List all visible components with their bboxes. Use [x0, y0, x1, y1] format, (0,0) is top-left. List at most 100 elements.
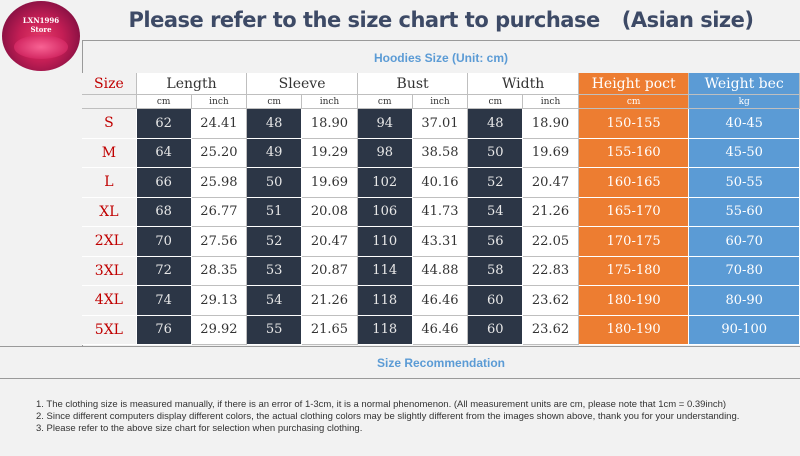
bust-inch-cell: 38.58: [412, 138, 469, 168]
height-cell: 150-155: [578, 109, 690, 139]
bust-inch-cell: 44.88: [412, 256, 469, 286]
header-weight: Weight bec: [689, 73, 800, 95]
sleeve-cm-cell: 52: [247, 227, 303, 257]
bust-inch-cell: 43.31: [412, 227, 469, 257]
height-cell: 160-165: [578, 168, 690, 198]
table-row: L 66 25.98 50 19.69 102 40.16 52 20.47 160-165 50-…: [82, 168, 800, 198]
weight-cell: 60-70: [689, 227, 800, 257]
height-cell: 180-190: [578, 315, 690, 345]
width-inch-cell: 22.05: [523, 227, 579, 257]
height-cell: 175-180: [578, 256, 690, 286]
logo-text: LXN1996 Store: [2, 16, 80, 34]
sleeve-inch-cell: 20.87: [302, 256, 358, 286]
bust-inch-cell: 41.73: [412, 197, 469, 227]
recommendation-title: Size Recommendation: [376, 356, 506, 370]
table-row: XL 68 26.77 51 20.08 106 41.73 54 21.26 165-170 55…: [82, 197, 800, 227]
sleeve-cm-cell: 55: [247, 315, 303, 345]
length-cm-cell: 64: [136, 138, 192, 168]
height-cell: 155-160: [578, 138, 690, 168]
width-cm-cell: 56: [468, 227, 524, 257]
sleeve-inch-cell: 21.65: [302, 315, 358, 345]
note-2: 2. Since different computers display dif…: [36, 411, 740, 422]
logo-graphic: [14, 35, 68, 59]
header-length: Length: [136, 73, 248, 95]
note-3: 3. Please refer to the above size chart …: [36, 423, 363, 434]
bust-inch-cell: 46.46: [412, 315, 469, 345]
table-row: M 64 25.20 49 19.29 98 38.58 50 19.69 155-160 45-5…: [82, 138, 800, 168]
width-inch-cell: 23.62: [523, 315, 579, 345]
divider-bottom: [0, 378, 800, 379]
bust-inch-cell: 46.46: [412, 286, 469, 316]
logo-line1: LXN1996: [22, 16, 60, 25]
unit-label: inch: [523, 95, 579, 109]
size-cell: 4XL: [82, 286, 137, 316]
header-row: Size Length Sleeve Bust Width Height poct Weig…: [82, 73, 800, 95]
unit-label: inch: [412, 95, 469, 109]
notes: 1. The clothing size is measured manuall…: [36, 399, 796, 435]
width-inch-cell: 18.90: [523, 109, 579, 139]
unit-label: kg: [689, 95, 800, 109]
weight-cell: 45-50: [689, 138, 800, 168]
title-main: Please refer to the size chart to purcha…: [128, 8, 601, 32]
width-cm-cell: 58: [468, 256, 524, 286]
divider-middle: [0, 346, 800, 347]
height-cell: 165-170: [578, 197, 690, 227]
weight-cell: 70-80: [689, 256, 800, 286]
header-sleeve: Sleeve: [247, 73, 358, 95]
length-cm-cell: 68: [136, 197, 192, 227]
unit-blank: [82, 95, 137, 109]
size-cell: M: [82, 138, 137, 168]
length-cm-cell: 74: [136, 286, 192, 316]
length-cm-cell: 62: [136, 109, 192, 139]
width-inch-cell: 19.69: [523, 138, 579, 168]
width-cm-cell: 48: [468, 109, 524, 139]
unit-label: cm: [468, 95, 524, 109]
unit-label: cm: [357, 95, 413, 109]
sleeve-cm-cell: 53: [247, 256, 303, 286]
note-1: 1. The clothing size is measured manuall…: [36, 399, 727, 410]
units-row: cm inch cm inch cm inch cm inch cm kg: [82, 95, 800, 109]
size-cell: XL: [82, 197, 137, 227]
sleeve-inch-cell: 20.47: [302, 227, 358, 257]
bust-cm-cell: 106: [357, 197, 413, 227]
width-cm-cell: 60: [468, 286, 524, 316]
sleeve-inch-cell: 19.69: [302, 168, 358, 198]
sleeve-cm-cell: 49: [247, 138, 303, 168]
header-height: Height poct: [578, 73, 690, 95]
width-cm-cell: 60: [468, 315, 524, 345]
width-cm-cell: 52: [468, 168, 524, 198]
bust-cm-cell: 94: [357, 109, 413, 139]
bust-cm-cell: 102: [357, 168, 413, 198]
sleeve-inch-cell: 21.26: [302, 286, 358, 316]
table-row: 2XL 70 27.56 52 20.47 110 43.31 56 22.05 170-175 6…: [82, 227, 800, 257]
length-inch-cell: 29.13: [191, 286, 248, 316]
title-suffix: (Asian size): [621, 8, 754, 32]
logo-line2: Store: [30, 25, 52, 34]
sleeve-cm-cell: 51: [247, 197, 303, 227]
bust-cm-cell: 114: [357, 256, 413, 286]
weight-cell: 50-55: [689, 168, 800, 198]
width-inch-cell: 23.62: [523, 286, 579, 316]
weight-cell: 90-100: [689, 315, 800, 345]
sleeve-inch-cell: 20.08: [302, 197, 358, 227]
sleeve-inch-cell: 19.29: [302, 138, 358, 168]
sleeve-cm-cell: 48: [247, 109, 303, 139]
size-cell: 3XL: [82, 256, 137, 286]
length-inch-cell: 25.98: [191, 168, 248, 198]
bust-inch-cell: 40.16: [412, 168, 469, 198]
unit-label: inch: [302, 95, 358, 109]
length-inch-cell: 27.56: [191, 227, 248, 257]
bust-cm-cell: 110: [357, 227, 413, 257]
table-row: 3XL 72 28.35 53 20.87 114 44.88 58 22.83 175-180 7…: [82, 256, 800, 286]
length-inch-cell: 28.35: [191, 256, 248, 286]
sleeve-cm-cell: 54: [247, 286, 303, 316]
length-inch-cell: 29.92: [191, 315, 248, 345]
length-cm-cell: 76: [136, 315, 192, 345]
bust-cm-cell: 98: [357, 138, 413, 168]
length-cm-cell: 72: [136, 256, 192, 286]
weight-cell: 40-45: [689, 109, 800, 139]
size-cell: 2XL: [82, 227, 137, 257]
width-inch-cell: 22.83: [523, 256, 579, 286]
unit-label: cm: [136, 95, 192, 109]
